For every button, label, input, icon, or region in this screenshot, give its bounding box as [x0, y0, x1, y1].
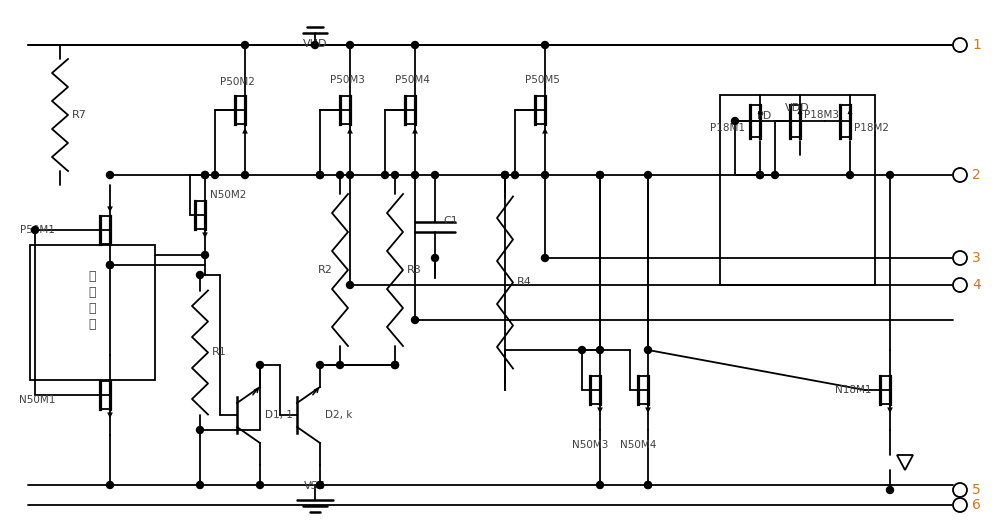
- Text: R2: R2: [318, 265, 333, 275]
- Circle shape: [953, 483, 967, 497]
- Circle shape: [32, 226, 38, 233]
- Circle shape: [502, 171, 509, 178]
- Text: VDD: VDD: [785, 103, 809, 113]
- Circle shape: [953, 168, 967, 182]
- Circle shape: [316, 171, 324, 178]
- Circle shape: [316, 481, 324, 488]
- Circle shape: [336, 361, 344, 369]
- Circle shape: [316, 171, 324, 178]
- Circle shape: [512, 171, 518, 178]
- Circle shape: [196, 481, 204, 488]
- Text: 1: 1: [972, 38, 981, 52]
- Circle shape: [316, 361, 324, 369]
- Circle shape: [953, 498, 967, 512]
- Text: N50M1: N50M1: [19, 395, 55, 405]
- Circle shape: [757, 171, 764, 178]
- Circle shape: [953, 38, 967, 52]
- Circle shape: [596, 346, 604, 353]
- Text: R1: R1: [212, 347, 227, 357]
- Circle shape: [256, 481, 264, 488]
- Circle shape: [347, 281, 354, 288]
- Circle shape: [644, 346, 652, 353]
- Circle shape: [412, 171, 418, 178]
- Text: N50M4: N50M4: [620, 440, 656, 450]
- Text: P50M2: P50M2: [220, 77, 255, 87]
- Circle shape: [502, 171, 509, 178]
- Text: P50M4: P50M4: [395, 75, 430, 85]
- Circle shape: [242, 41, 248, 49]
- Circle shape: [336, 171, 344, 178]
- Circle shape: [887, 171, 894, 178]
- Circle shape: [772, 171, 778, 178]
- Circle shape: [412, 316, 418, 324]
- Circle shape: [644, 171, 652, 178]
- Circle shape: [432, 171, 438, 178]
- Circle shape: [212, 171, 218, 178]
- Circle shape: [432, 254, 438, 261]
- Circle shape: [596, 171, 604, 178]
- Text: P50M5: P50M5: [525, 75, 560, 85]
- Circle shape: [644, 481, 652, 488]
- Circle shape: [106, 261, 114, 269]
- Circle shape: [106, 481, 114, 488]
- Text: PD: PD: [757, 111, 772, 121]
- Circle shape: [542, 171, 548, 178]
- Text: D1, 1: D1, 1: [265, 410, 293, 420]
- Circle shape: [312, 41, 318, 49]
- Text: 启
动
电
路: 启 动 电 路: [88, 269, 96, 331]
- Text: P18M3: P18M3: [804, 110, 839, 120]
- Circle shape: [256, 361, 264, 369]
- Circle shape: [202, 251, 208, 259]
- Text: D2, k: D2, k: [325, 410, 352, 420]
- Circle shape: [846, 171, 854, 178]
- Text: 5: 5: [972, 483, 981, 497]
- Circle shape: [392, 361, 398, 369]
- Text: P50M1: P50M1: [20, 225, 55, 235]
- Circle shape: [953, 278, 967, 292]
- Circle shape: [732, 117, 738, 124]
- Text: R4: R4: [517, 277, 532, 287]
- Circle shape: [106, 171, 114, 178]
- Circle shape: [412, 41, 418, 49]
- Text: 2: 2: [972, 168, 981, 182]
- Text: P50M3: P50M3: [330, 75, 365, 85]
- Circle shape: [202, 171, 208, 178]
- Text: R3: R3: [407, 265, 422, 275]
- Circle shape: [757, 171, 764, 178]
- Text: N18M1: N18M1: [835, 385, 872, 395]
- Circle shape: [887, 487, 894, 494]
- Circle shape: [316, 481, 324, 488]
- Circle shape: [953, 251, 967, 265]
- Circle shape: [196, 271, 204, 278]
- Circle shape: [392, 171, 398, 178]
- Text: 6: 6: [972, 498, 981, 512]
- Text: P18M1: P18M1: [710, 123, 745, 133]
- Text: R7: R7: [72, 110, 87, 120]
- Circle shape: [347, 41, 354, 49]
- Circle shape: [578, 346, 586, 353]
- Circle shape: [392, 361, 398, 369]
- Text: 3: 3: [972, 251, 981, 265]
- Circle shape: [382, 171, 388, 178]
- Text: VSS: VSS: [304, 481, 326, 491]
- Circle shape: [347, 171, 354, 178]
- Text: C1: C1: [443, 216, 458, 226]
- Text: P18M2: P18M2: [854, 123, 889, 133]
- Text: N50M2: N50M2: [210, 190, 246, 200]
- Circle shape: [542, 254, 548, 261]
- Text: VHD: VHD: [303, 39, 327, 49]
- Circle shape: [644, 481, 652, 488]
- Circle shape: [106, 261, 114, 269]
- Circle shape: [242, 171, 248, 178]
- Circle shape: [596, 171, 604, 178]
- Circle shape: [596, 481, 604, 488]
- Circle shape: [542, 41, 548, 49]
- Circle shape: [196, 426, 204, 433]
- Circle shape: [202, 171, 208, 178]
- Text: 4: 4: [972, 278, 981, 292]
- Text: N50M3: N50M3: [572, 440, 608, 450]
